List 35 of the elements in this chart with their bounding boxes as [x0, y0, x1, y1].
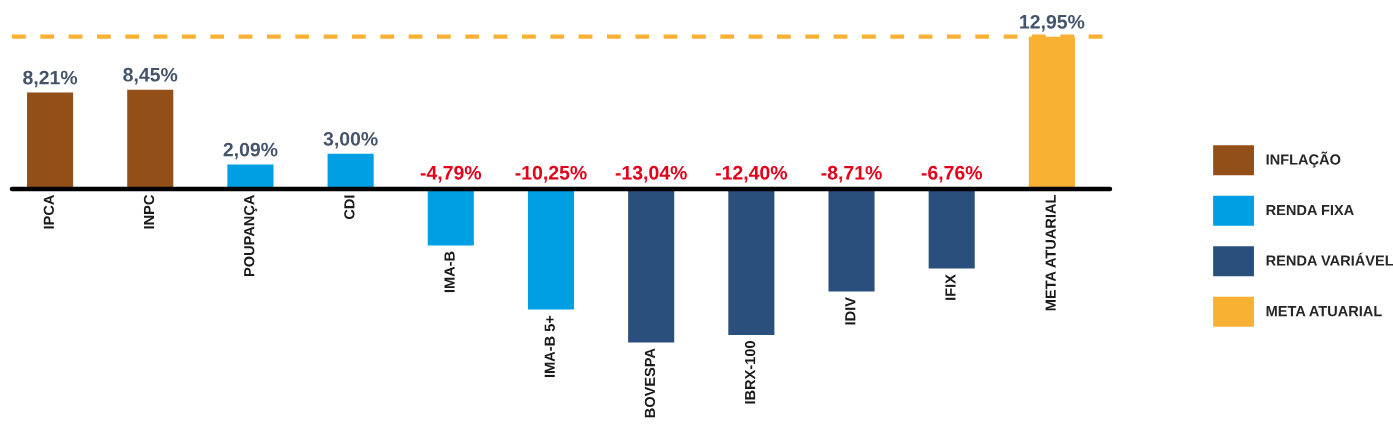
- data-label: -12,40%: [715, 165, 788, 183]
- bar: [227, 164, 274, 190]
- bar: [427, 189, 474, 246]
- bar: [628, 189, 675, 343]
- data-label: -10,25%: [515, 165, 587, 183]
- data-label: -13,04%: [615, 165, 687, 183]
- x-tick-label: POUPANÇA: [244, 194, 258, 276]
- data-label: -6,76%: [921, 165, 983, 183]
- x-tick-label: BOVESPA: [644, 348, 656, 418]
- x-tick-label: INPC: [143, 194, 155, 229]
- data-label: 8,45%: [123, 67, 178, 85]
- legend-label: RENDA FIXA: [1266, 205, 1354, 216]
- x-tick-label: IMA-B 5+: [544, 315, 555, 377]
- x-tick-label: META ATUARIAL: [1045, 195, 1056, 311]
- data-label: 2,09%: [223, 142, 278, 160]
- legend-label: INFLAÇÃO: [1266, 151, 1341, 168]
- legend-label: RENDA VARIÁVEL: [1266, 252, 1393, 266]
- x-tick-label: IDIV: [845, 297, 856, 325]
- data-label: 8,21%: [23, 70, 78, 88]
- x-tick-label: CDI: [344, 195, 355, 220]
- x-tick-label: IPCA: [43, 194, 54, 229]
- x-tick-label: IBRX-100: [744, 341, 756, 404]
- bar: [327, 153, 374, 190]
- bar: [127, 89, 174, 190]
- x-tick-label: IMA-B: [444, 251, 455, 293]
- data-label: -4,79%: [420, 165, 482, 183]
- data-label: 3,00%: [323, 131, 378, 149]
- bar: [728, 189, 775, 335]
- bar: [27, 92, 74, 190]
- data-label: 12,95%: [1020, 14, 1085, 32]
- x-tick-label: IFIX: [945, 274, 956, 300]
- bar: [828, 189, 875, 292]
- data-label: -8,71%: [821, 165, 882, 183]
- bar: [928, 189, 975, 269]
- bar: [527, 189, 575, 310]
